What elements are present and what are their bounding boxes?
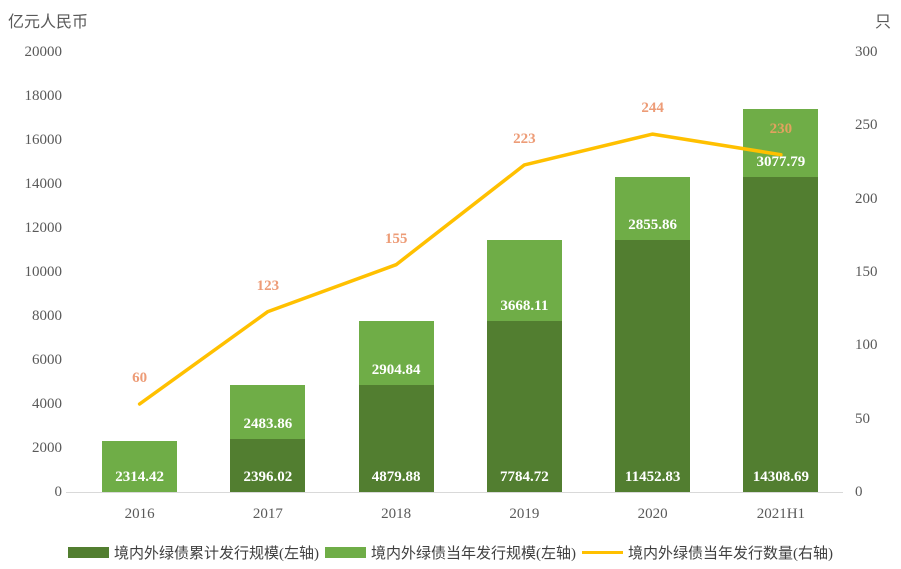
x-axis-category-label: 2016: [124, 506, 155, 522]
bar-segment-cumulative: 2396.02: [230, 439, 306, 492]
bar-value-label: 2483.86: [243, 416, 293, 433]
bar-value-label: 7784.72: [500, 468, 549, 485]
left-axis-tick: 14000: [24, 176, 63, 192]
bar-segment-current-year: 3077.79: [743, 109, 819, 178]
legend: 境内外绿债累计发行规模(左轴) 境内外绿债当年发行规模(左轴) 境内外绿债当年发行数…: [0, 542, 901, 563]
bar-segment-current-year: 3668.11: [486, 240, 562, 321]
x-axis-category-label: 2021H1: [756, 506, 806, 522]
left-axis-tick: 2000: [32, 440, 62, 456]
bar-value-label: 3668.11: [500, 297, 549, 314]
bar-segment-current-year: 2483.86: [230, 384, 306, 440]
legend-line-swatch: [582, 551, 623, 554]
left-axis-tick: 16000: [24, 132, 63, 148]
right-axis-tick: 200: [855, 190, 878, 207]
line-value-label: 244: [641, 100, 664, 117]
bar-value-label: 4879.88: [371, 468, 421, 485]
bar-segment-cumulative: 7784.72: [486, 320, 562, 492]
bar-value-label: 14308.69: [752, 468, 809, 485]
legend-item-label: 境内外绿债累计发行规模(左轴): [114, 546, 319, 562]
legend-item-label: 境内外绿债当年发行规模(左轴): [371, 546, 576, 562]
bar-value-label: 2396.02: [243, 468, 293, 485]
legend-item: 境内外绿债累计发行规模(左轴): [68, 542, 319, 563]
left-axis-tick: 0: [54, 484, 63, 500]
left-axis-title: 亿元人民币: [8, 14, 89, 31]
bar-segment-cumulative: 11452.83: [615, 240, 691, 492]
right-axis-tick: 150: [855, 264, 878, 280]
line-value-label: 60: [132, 370, 148, 386]
left-axis-tick: 4000: [32, 396, 62, 412]
right-axis-tick: 300: [855, 44, 878, 60]
line-value-label: 155: [384, 230, 408, 247]
bar-segment-current-year: 2314.42: [102, 441, 178, 492]
bar-value-label: 2314.42: [115, 468, 164, 485]
right-axis-title: 只: [874, 14, 891, 31]
right-axis-tick: 50: [855, 410, 870, 427]
line-value-label: 223: [513, 130, 536, 147]
bar-value-label: 2904.84: [371, 361, 421, 378]
bar-segment-cumulative: 4879.88: [358, 384, 434, 492]
left-axis-tick: 18000: [24, 88, 63, 104]
bar-segment-current-year: 2855.86: [615, 177, 691, 241]
bar-segment-cumulative: 14308.69: [743, 177, 819, 492]
bar-value-label: 3077.79: [756, 154, 806, 171]
bar-value-label: 11452.83: [624, 468, 681, 485]
left-axis-tick: 8000: [32, 308, 62, 324]
right-axis-tick: 250: [855, 117, 878, 134]
x-axis-category-label: 2017: [252, 506, 283, 522]
legend-bar-swatch: [68, 547, 109, 558]
line-value-label: 230: [769, 120, 793, 137]
bar-value-label: 2855.86: [628, 217, 677, 234]
left-axis-tick: 10000: [24, 264, 63, 280]
x-axis-category-label: 2019: [509, 506, 540, 522]
legend-bar-swatch: [325, 547, 366, 558]
x-axis-category-label: 2020: [637, 506, 668, 522]
x-axis-category-label: 2018: [381, 506, 412, 522]
left-axis-tick: 20000: [24, 44, 63, 60]
x-axis-line: [66, 491, 843, 493]
right-axis-tick: 100: [855, 337, 878, 354]
legend-item: 境内外绿债当年发行规模(左轴): [325, 542, 576, 563]
line-value-label: 123: [256, 277, 280, 294]
left-axis-tick: 6000: [32, 352, 62, 368]
bar-segment-current-year: 2904.84: [358, 320, 434, 385]
legend-item: 境内外绿债当年发行数量(右轴): [582, 542, 833, 563]
left-axis-tick: 12000: [24, 220, 63, 236]
legend-item-label: 境内外绿债当年发行数量(右轴): [628, 546, 833, 562]
right-axis-tick: 0: [855, 484, 863, 500]
